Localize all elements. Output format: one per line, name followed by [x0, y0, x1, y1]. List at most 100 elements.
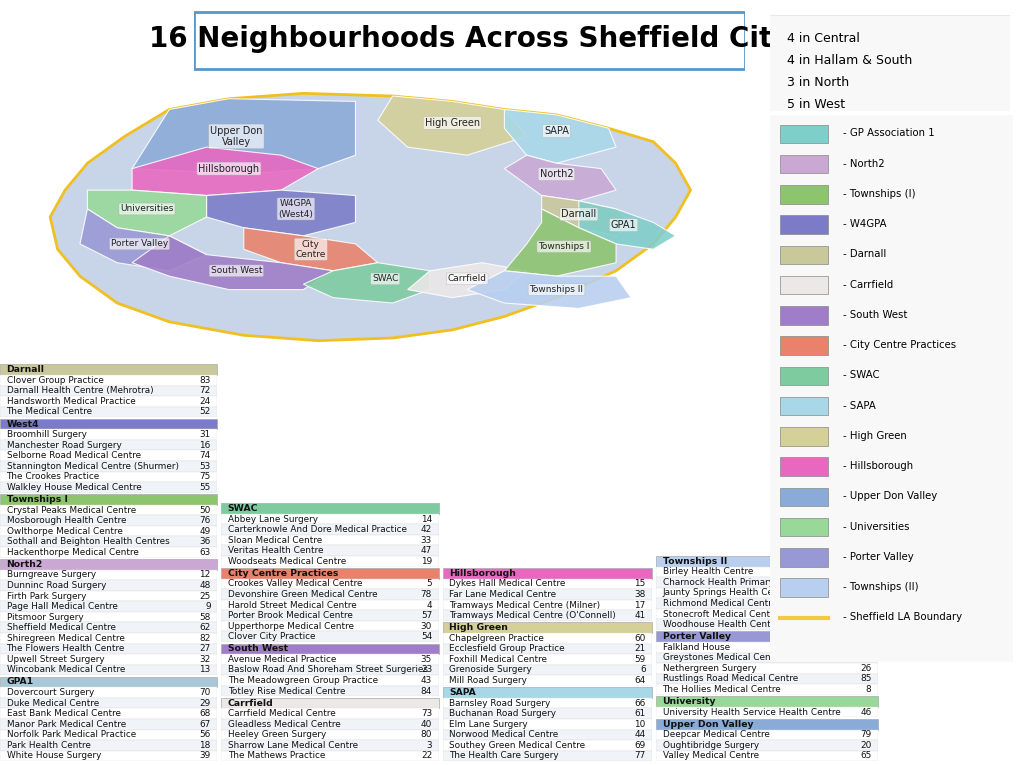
Text: 13: 13 [200, 666, 211, 675]
Text: 18: 18 [199, 741, 211, 750]
Text: East Bank Medical Centre: East Bank Medical Centre [6, 709, 120, 718]
Text: - Townships (II): - Townships (II) [842, 582, 918, 592]
Text: 16: 16 [200, 441, 211, 450]
Text: 76: 76 [200, 516, 211, 525]
Text: Mill Road Surgery: Mill Road Surgery [448, 676, 526, 685]
Text: 32: 32 [200, 655, 211, 664]
Text: W4GPA
(West4): W4GPA (West4) [278, 199, 313, 219]
Bar [655, 631, 877, 642]
Bar [221, 600, 438, 610]
Text: 44: 44 [634, 731, 645, 739]
Text: Norfolk Park Medical Practice: Norfolk Park Medical Practice [6, 731, 136, 739]
Text: Wincobank Medical Centre: Wincobank Medical Centre [6, 666, 124, 675]
Text: Heeley Green Surgery: Heeley Green Surgery [227, 731, 326, 739]
Text: Harold Street Medical Centre: Harold Street Medical Centre [227, 601, 357, 610]
Text: Crystal Peaks Medical Centre: Crystal Peaks Medical Centre [6, 506, 136, 515]
Polygon shape [579, 201, 675, 249]
Text: - North2: - North2 [842, 158, 883, 168]
Text: 15: 15 [634, 579, 645, 588]
Bar [221, 545, 438, 556]
Text: 54: 54 [421, 632, 432, 641]
Text: University Health Service Health Centre: University Health Service Health Centre [662, 708, 840, 717]
Text: Townships I: Townships I [538, 242, 589, 251]
Text: - Hillsborough: - Hillsborough [842, 461, 912, 471]
Bar [221, 685, 438, 696]
Text: 82: 82 [199, 633, 211, 643]
Bar [442, 623, 651, 633]
Text: 29: 29 [200, 698, 211, 708]
Text: North2: North2 [539, 169, 573, 179]
Text: 81: 81 [859, 620, 870, 629]
Polygon shape [408, 262, 526, 298]
Text: Handsworth Medical Practice: Handsworth Medical Practice [6, 397, 136, 406]
Polygon shape [303, 262, 430, 303]
Bar [0, 547, 217, 558]
Text: - W4GPA: - W4GPA [842, 219, 886, 229]
Bar [221, 514, 438, 524]
FancyBboxPatch shape [780, 457, 827, 476]
Text: 59: 59 [634, 655, 645, 664]
Text: Burngreave Surgery: Burngreave Surgery [6, 571, 96, 579]
Text: Oughtibridge Surgery: Oughtibridge Surgery [662, 741, 758, 750]
Text: 71: 71 [859, 599, 870, 608]
Text: Richmond Medical Centre: Richmond Medical Centre [662, 599, 775, 608]
Text: 51: 51 [859, 653, 870, 662]
Bar [221, 610, 438, 621]
Bar [221, 719, 438, 730]
Bar [0, 516, 217, 526]
Bar [0, 505, 217, 516]
Text: 56: 56 [200, 731, 211, 739]
Text: Hillsborough: Hillsborough [198, 164, 259, 174]
Bar [0, 665, 217, 675]
Text: White House Surgery: White House Surgery [6, 751, 101, 760]
Text: Darnall Health Centre (Mehrotra): Darnall Health Centre (Mehrotra) [6, 386, 153, 396]
Text: Ecclesfield Group Practice: Ecclesfield Group Practice [448, 644, 565, 653]
Bar [0, 750, 217, 761]
Text: Page Hall Medical Centre: Page Hall Medical Centre [6, 602, 117, 611]
Text: Rustlings Road Medical Centre: Rustlings Road Medical Centre [662, 675, 797, 683]
Text: Falkland House: Falkland House [662, 643, 729, 652]
Polygon shape [206, 190, 356, 236]
Bar [221, 643, 438, 654]
Bar [0, 482, 217, 493]
Text: University: University [662, 697, 715, 706]
Bar [655, 588, 877, 598]
Text: Tramways Medical Centre (O'Connell): Tramways Medical Centre (O'Connell) [448, 611, 615, 620]
Text: Walkley House Medical Centre: Walkley House Medical Centre [6, 483, 141, 492]
Bar [0, 708, 217, 719]
Polygon shape [504, 209, 615, 276]
FancyBboxPatch shape [767, 109, 1014, 667]
Bar [0, 429, 217, 440]
Text: Chapelgreen Practice: Chapelgreen Practice [448, 633, 543, 643]
Text: Baslow Road And Shoreham Street Surgeries: Baslow Road And Shoreham Street Surgerie… [227, 666, 427, 675]
Polygon shape [377, 96, 526, 155]
Text: Jaunty Springs Health Centre: Jaunty Springs Health Centre [662, 588, 791, 597]
FancyBboxPatch shape [780, 487, 827, 506]
Bar [0, 730, 217, 740]
Text: 55: 55 [200, 483, 211, 492]
Bar [0, 633, 217, 643]
Text: Crookes Valley Medical Centre: Crookes Valley Medical Centre [227, 579, 362, 588]
Bar [0, 396, 217, 407]
Text: - Townships (I): - Townships (I) [842, 189, 915, 199]
Bar [0, 698, 217, 708]
Text: Valley Medical Centre: Valley Medical Centre [662, 751, 758, 760]
Bar [0, 623, 217, 633]
Bar [221, 589, 438, 600]
Text: SAPA: SAPA [543, 126, 569, 136]
Bar [0, 364, 217, 375]
Bar [0, 677, 217, 687]
Text: Manor Park Medical Centre: Manor Park Medical Centre [6, 720, 125, 729]
Bar [221, 730, 438, 740]
Text: Far Lane Medical Centre: Far Lane Medical Centre [448, 590, 555, 599]
Text: 83: 83 [199, 376, 211, 385]
Text: 40: 40 [421, 720, 432, 729]
Bar [221, 503, 438, 514]
Bar [0, 461, 217, 471]
Text: Darnall: Darnall [560, 210, 596, 220]
Text: 39: 39 [200, 751, 211, 760]
Bar [0, 494, 217, 505]
Text: Deepcar Medical Centre: Deepcar Medical Centre [662, 731, 768, 739]
Bar [442, 750, 651, 761]
Bar [221, 621, 438, 631]
